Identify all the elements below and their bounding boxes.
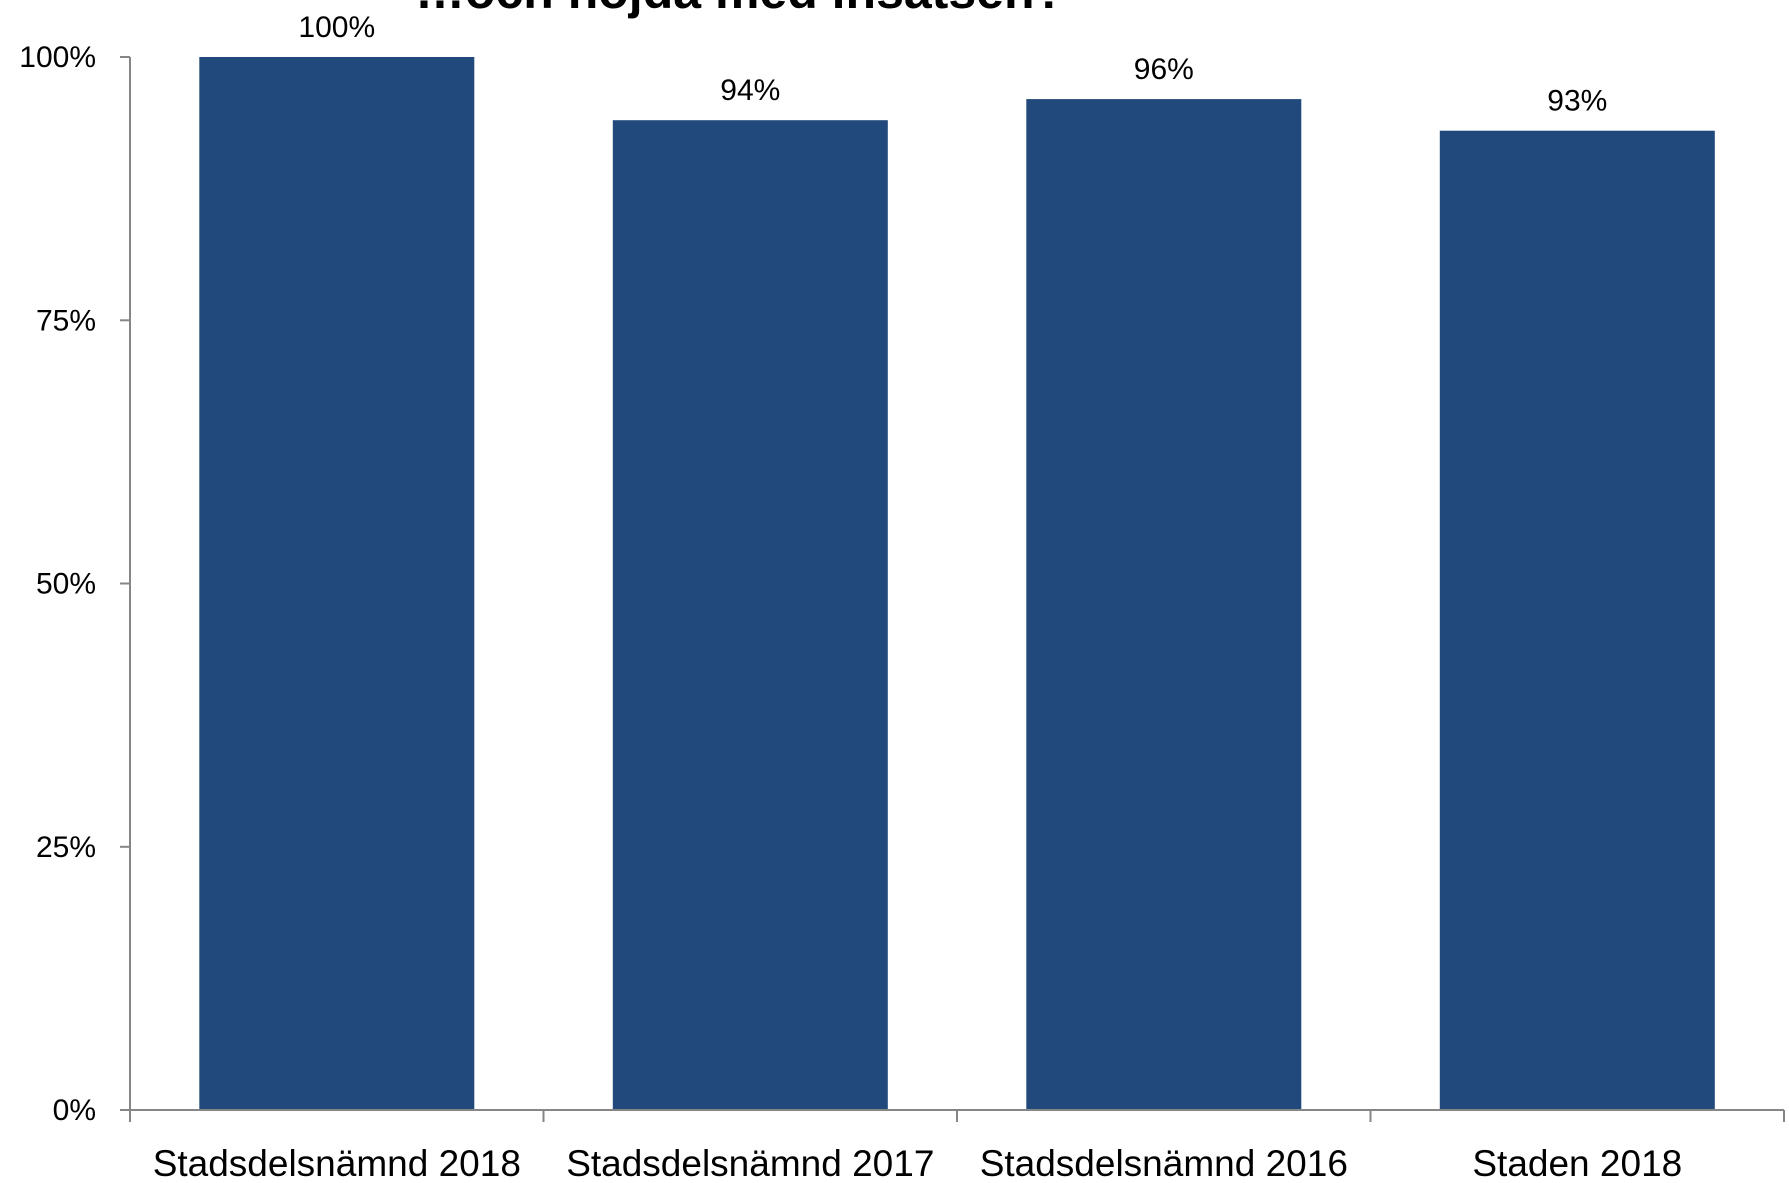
x-category-label-4: Staden 2018: [1472, 1143, 1682, 1183]
data-label-2: 94%: [720, 74, 780, 107]
bars-group: [199, 57, 1715, 1111]
y-tick-label-4: 100%: [19, 41, 96, 74]
x-category-label-2: Stadsdelsnämnd 2017: [566, 1143, 934, 1183]
chart-title: …och nöjda med insatsen?: [415, 0, 1065, 19]
data-label-3: 96%: [1134, 53, 1194, 86]
labels-group: 100% 94% 96% 93% 0% 25% 50% 75% 100% Stadsdelsnäm…: [19, 11, 1682, 1183]
y-tick-label-1: 25%: [36, 831, 96, 864]
bar-1: [199, 57, 475, 1110]
y-tick-label-2: 50%: [36, 568, 96, 601]
bar-2: [612, 120, 888, 1110]
bar-3: [1026, 99, 1302, 1111]
y-tick-label-3: 75%: [36, 304, 96, 337]
data-label-1: 100%: [298, 11, 375, 44]
axes-group: [120, 56, 1785, 1122]
x-category-label-1: Stadsdelsnämnd 2018: [153, 1143, 521, 1183]
bar-4: [1439, 130, 1715, 1110]
y-tick-label-0: 0%: [53, 1094, 96, 1127]
data-label-4: 93%: [1547, 85, 1607, 118]
x-category-label-3: Stadsdelsnämnd 2016: [980, 1143, 1348, 1183]
